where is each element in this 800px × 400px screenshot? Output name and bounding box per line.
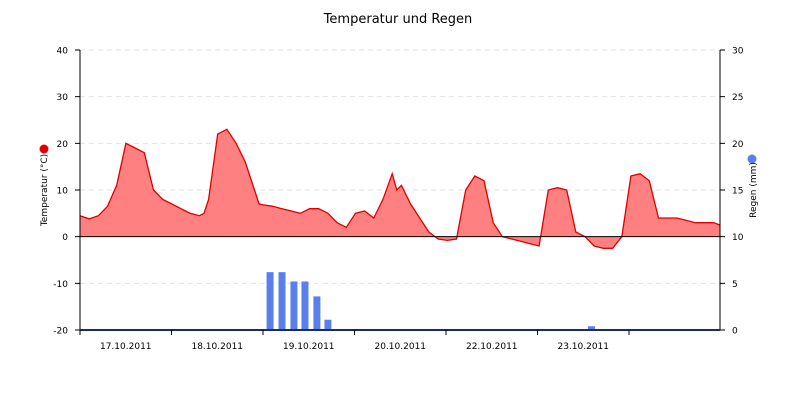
y-right-tick-label: 20	[732, 140, 744, 150]
rain-bar	[324, 319, 332, 330]
temperature-area-layer	[79, 128, 721, 249]
rain-bar	[313, 296, 321, 330]
x-tick-label: 23.10.2011	[557, 342, 609, 352]
temperature-legend-dot	[39, 144, 49, 154]
y-left-tick-label: -10	[53, 280, 68, 290]
y-left-tick-label: 0	[62, 233, 68, 243]
left-axis-ticks: -20 -10 0 10 20 30 40	[53, 47, 80, 337]
x-tick-label: 20.10.2011	[374, 342, 426, 352]
x-tick-label: 18.10.2011	[191, 342, 243, 352]
rain-bar	[278, 272, 286, 330]
y-right-tick-label: 0	[732, 327, 738, 337]
x-tick-label: 22.10.2011	[466, 342, 518, 352]
temperature-line	[79, 128, 721, 249]
y-right-tick-label: 15	[732, 187, 743, 197]
y-right-tick-label: 5	[732, 280, 738, 290]
x-axis-ticks: 17.10.2011 18.10.2011 19.10.2011 20.10.2011…	[79, 330, 630, 352]
y-left-tick-label: -20	[53, 327, 68, 337]
y-left-tick-label: 40	[57, 47, 69, 57]
y-right-tick-label: 25	[732, 93, 743, 103]
rain-legend-dot	[747, 154, 757, 164]
rain-bar	[266, 272, 274, 330]
y-right-tick-label: 10	[732, 233, 744, 243]
rain-bar	[290, 281, 298, 330]
y-left-tick-label: 20	[57, 140, 69, 150]
y-left-label: Temperatur (°C)	[40, 154, 50, 227]
rain-bars-layer	[266, 272, 595, 330]
x-tick-label: 19.10.2011	[283, 342, 335, 352]
rain-bar	[301, 281, 309, 330]
x-tick-label: 17.10.2011	[100, 342, 152, 352]
chart-title: Temperatur und Regen	[323, 12, 473, 27]
y-right-tick-label: 30	[732, 47, 744, 57]
y-left-tick-label: 30	[57, 93, 69, 103]
grid	[80, 49, 720, 284]
y-right-label: Regen (mm)	[749, 162, 759, 218]
y-left-tick-label: 10	[57, 187, 69, 197]
temperature-area	[80, 129, 720, 249]
rain-bar	[587, 326, 595, 330]
right-axis-ticks: 0 5 10 15 20 25 30	[720, 47, 744, 337]
